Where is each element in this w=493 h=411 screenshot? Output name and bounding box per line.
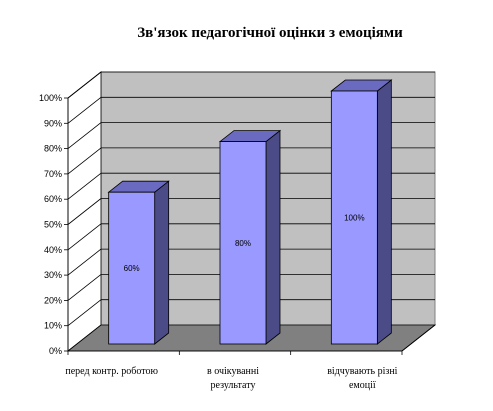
category-label: емоції [349, 380, 376, 391]
bar-side [376, 79, 392, 345]
gridline-depth [67, 198, 102, 225]
y-tick-label: 70% [44, 169, 62, 179]
gridline-depth [67, 223, 102, 251]
y-tick-label: 60% [44, 194, 62, 204]
gridline-depth [67, 122, 102, 149]
gridline-depth [67, 172, 102, 200]
gridline-depth [67, 299, 102, 327]
category-label: перед контр. роботою [65, 366, 158, 377]
y-tick-label: 80% [44, 144, 62, 154]
floor-edge [401, 324, 436, 352]
bar [219, 141, 267, 345]
category-label: відчувають різні [327, 366, 397, 377]
y-tick-label: 40% [44, 245, 62, 255]
bar-side [154, 180, 170, 345]
gridline-depth [67, 96, 102, 124]
chart-title: Зв'язок педагогічної оцінки з емоціями [137, 25, 403, 41]
bar [108, 191, 156, 345]
data-label: 100% [344, 214, 364, 223]
y-tick-label: 10% [44, 321, 62, 331]
bar-side [265, 129, 281, 345]
y-tick-label: 90% [44, 118, 62, 128]
gridline-depth [67, 248, 102, 276]
gridline-depth [67, 274, 102, 301]
category-label: результату [211, 380, 256, 391]
plot-area: 0% 10% 20% 30% 40% 50% 60% 70% 80% 90% 100% 60% пере… [39, 71, 437, 391]
gridline-depth [67, 147, 102, 175]
y-tick-label: 20% [44, 295, 62, 305]
gridline-depth [67, 71, 102, 99]
y-tick-label: 100% [39, 93, 62, 103]
bar [330, 90, 378, 345]
data-label: 80% [235, 239, 251, 248]
y-tick-label: 30% [44, 270, 62, 280]
data-label: 60% [124, 264, 140, 273]
y-tick-label: 50% [44, 220, 62, 230]
y-tick-label: 0% [49, 346, 62, 356]
category-label: в очікуванні [207, 366, 259, 377]
